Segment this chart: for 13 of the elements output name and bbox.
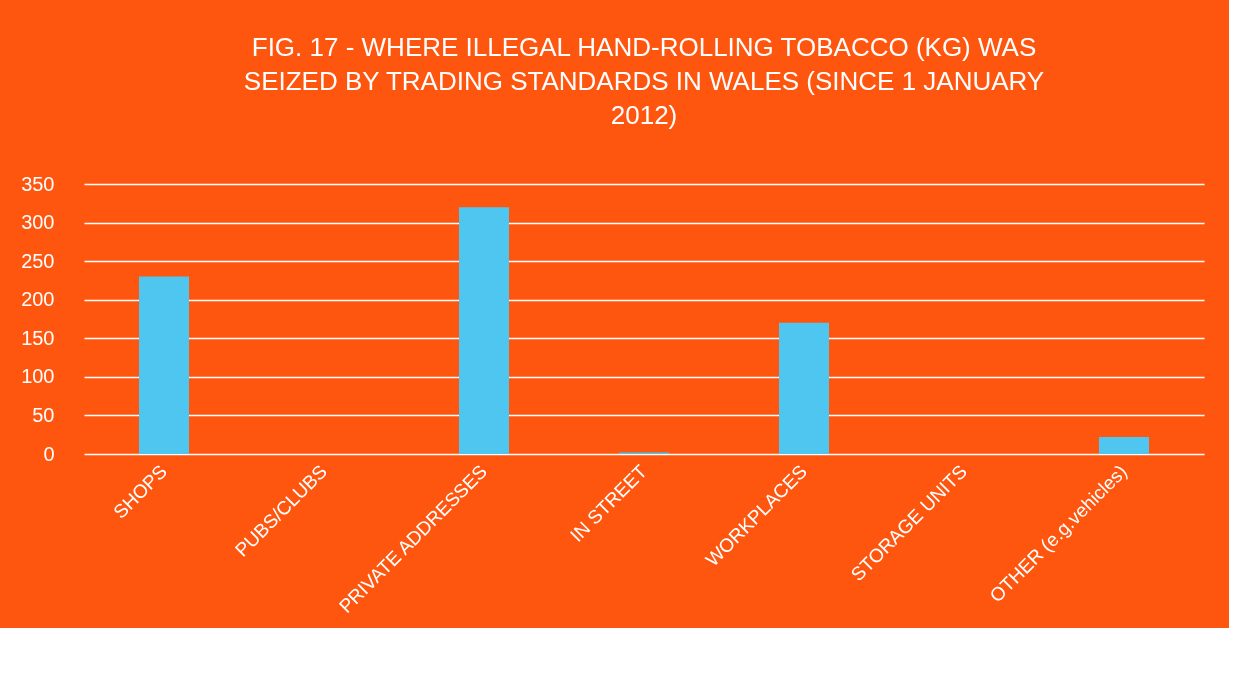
chart-title: FIG. 17 - WHERE ILLEGAL HAND-ROLLING TOBACCO (KG) WAS SEIZED BY TRADING STANDARDS IN WALES (SINCE 1 JANUARY 2012) [243,32,1045,130]
y-tick-label: 350 [21,172,55,195]
bar [139,276,189,454]
bar [779,322,829,454]
y-tick-label: 0 [43,442,55,465]
y-tick-label: 250 [21,249,55,272]
y-tick-label: 100 [21,365,55,388]
y-tick-label: 300 [21,211,55,234]
y-tick-label: 50 [32,403,55,426]
y-tick-label: 150 [21,326,55,349]
bar [459,207,509,454]
bar [1099,437,1149,454]
y-tick-label: 200 [21,288,55,311]
